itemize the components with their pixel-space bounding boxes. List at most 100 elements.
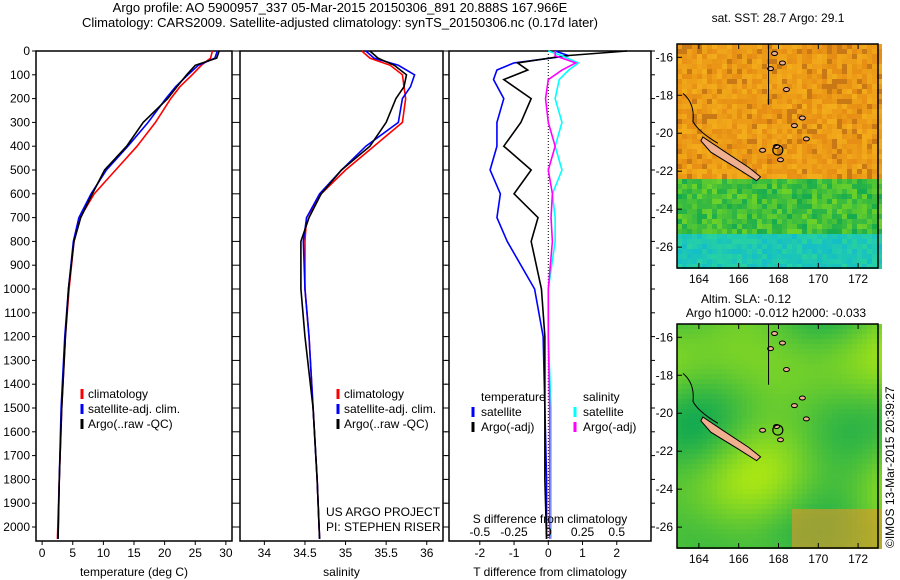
map-cell (862, 239, 867, 244)
y-tick-label: 500 (10, 163, 30, 177)
map-cell (842, 544, 847, 549)
map-cell (812, 394, 817, 399)
map-cell (802, 139, 807, 144)
map-cell (837, 139, 842, 144)
map-cell (862, 199, 867, 204)
map-cell (862, 189, 867, 194)
legend-label: satellite-adj. clim. (344, 402, 436, 416)
map-cell (847, 159, 852, 164)
map-cell (772, 359, 777, 364)
map-cell (737, 64, 742, 69)
map-cell (717, 244, 722, 249)
map-cell (712, 329, 717, 334)
map-cell (747, 154, 752, 159)
map-cell (842, 459, 847, 464)
map-cell (827, 69, 832, 74)
map-cell (692, 154, 697, 159)
map-cell (827, 439, 832, 444)
map-cell (787, 369, 792, 374)
map-cell (847, 84, 852, 89)
map-cell (822, 249, 827, 254)
map-cell (822, 179, 827, 184)
map-cell (867, 54, 872, 59)
map-cell (757, 529, 762, 534)
map-cell (847, 439, 852, 444)
map-cell (847, 119, 852, 124)
map-cell (862, 209, 867, 214)
map-cell (732, 224, 737, 229)
map-cell (742, 179, 747, 184)
map-cell (757, 439, 762, 444)
map-cell (737, 124, 742, 129)
map-cell (742, 234, 747, 239)
map-cell (687, 519, 692, 524)
map-cell (742, 394, 747, 399)
map-cell (822, 159, 827, 164)
map-cell (842, 449, 847, 454)
map-cell (857, 164, 862, 169)
map-cell (872, 184, 877, 189)
map-cell (767, 54, 772, 59)
map-cell (762, 464, 767, 469)
map-cell (857, 184, 862, 189)
map-cell (807, 134, 812, 139)
map-cell (747, 424, 752, 429)
map-cell (862, 169, 867, 174)
map-cell (747, 64, 752, 69)
map-cell (817, 404, 822, 409)
map-cell (772, 124, 777, 129)
map-cell (822, 199, 827, 204)
map-cell (842, 474, 847, 479)
map-cell (677, 369, 682, 374)
map-cell (747, 469, 752, 474)
map-cell (847, 344, 852, 349)
map-cell (707, 99, 712, 104)
map-cell (807, 389, 812, 394)
map-cell (687, 164, 692, 169)
map-cell (807, 209, 812, 214)
map-cell (742, 364, 747, 369)
coastline-island (776, 437, 784, 443)
map-cell (692, 509, 697, 514)
map-cell (877, 344, 882, 349)
map-cell (777, 399, 782, 404)
map-cell (787, 244, 792, 249)
map-cell (727, 329, 732, 334)
map-cell (777, 364, 782, 369)
map-cell (702, 494, 707, 499)
map-cell (857, 509, 862, 514)
map-cell (847, 164, 852, 169)
map-cell (677, 164, 682, 169)
map-cell (732, 109, 737, 114)
map-cell (742, 114, 747, 119)
map-cell (747, 144, 752, 149)
map-cell (842, 154, 847, 159)
map-cell (807, 114, 812, 119)
map-cell (767, 324, 772, 329)
map-cell (872, 434, 877, 439)
map-cell (837, 324, 842, 329)
map-cell (872, 209, 877, 214)
map-cell (767, 69, 772, 74)
map-cell (732, 104, 737, 109)
map-cell (867, 519, 872, 524)
map-cell (707, 224, 712, 229)
map-cell (737, 224, 742, 229)
map-cell (862, 419, 867, 424)
map-cell (832, 219, 837, 224)
map-cell (867, 69, 872, 74)
map-cell (812, 209, 817, 214)
map-cell (707, 389, 712, 394)
map-cell (732, 414, 737, 419)
map-cell (872, 449, 877, 454)
map-cell (827, 434, 832, 439)
map-cell (832, 139, 837, 144)
map-cell (762, 214, 767, 219)
map-cell (867, 344, 872, 349)
map-cell (692, 179, 697, 184)
map-cell (792, 169, 797, 174)
map-cell (732, 79, 737, 84)
map-cell (692, 474, 697, 479)
map-cell (727, 544, 732, 549)
map-cell (747, 494, 752, 499)
